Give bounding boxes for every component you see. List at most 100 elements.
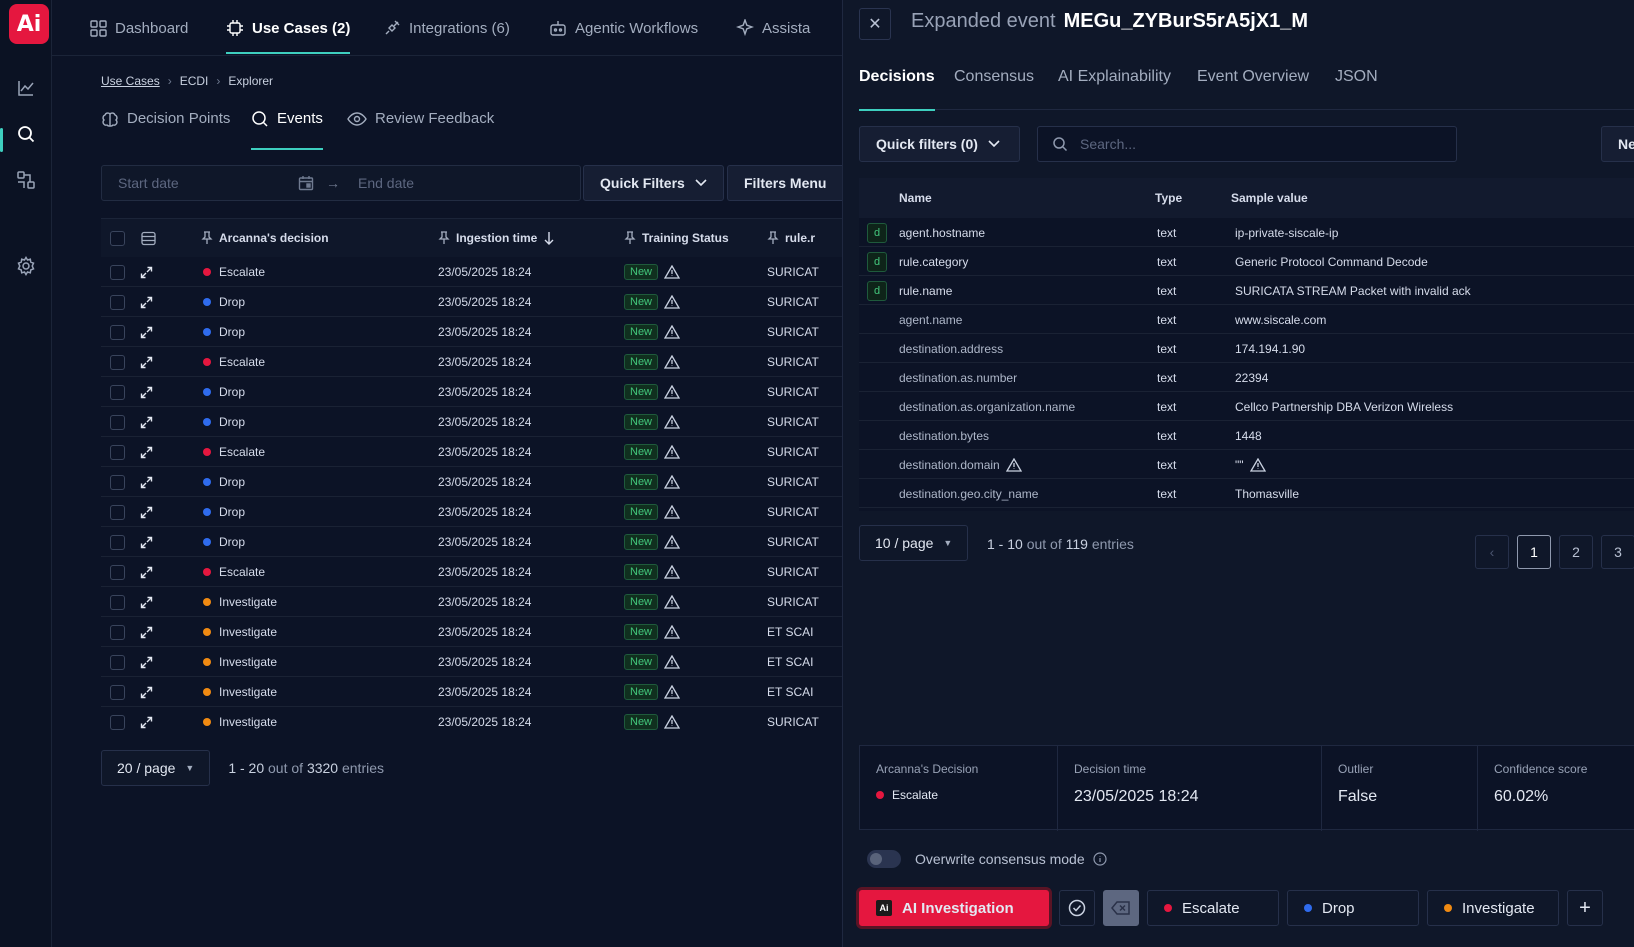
tab-json[interactable]: JSON xyxy=(1335,68,1378,85)
field-row[interactable]: destination.as.number text 22394 xyxy=(859,363,1634,392)
table-row[interactable]: Drop 23/05/2025 18:24 New SURICAT xyxy=(101,467,842,497)
decision-field-badge[interactable]: d xyxy=(867,251,887,272)
table-row[interactable]: Drop 23/05/2025 18:24 New SURICAT xyxy=(101,407,842,437)
confirm-button[interactable] xyxy=(1059,890,1095,926)
page-size-select[interactable]: 20 / page ▼ xyxy=(101,750,211,786)
clear-button[interactable] xyxy=(1103,890,1139,926)
overwrite-consensus-toggle[interactable] xyxy=(867,850,901,868)
breadcrumb-use-cases[interactable]: Use Cases xyxy=(101,74,160,88)
table-row[interactable]: Investigate 23/05/2025 18:24 New ET SCAI xyxy=(101,677,842,707)
expand-icon[interactable] xyxy=(138,377,154,407)
table-row[interactable]: Escalate 23/05/2025 18:24 New SURICAT xyxy=(101,347,842,377)
decision-field-badge[interactable]: d xyxy=(867,222,887,243)
filters-menu-button[interactable]: Filters Menu xyxy=(727,165,842,201)
calendar-icon[interactable] xyxy=(298,175,314,191)
expand-icon[interactable] xyxy=(138,587,154,617)
field-row[interactable]: d rule.name text SURICATA STREAM Packet wit… xyxy=(859,276,1634,305)
field-search-input[interactable]: Search... xyxy=(1037,126,1457,162)
pin-icon[interactable] xyxy=(201,231,213,245)
row-checkbox[interactable] xyxy=(110,414,125,430)
row-checkbox[interactable] xyxy=(110,534,125,550)
close-button[interactable]: ✕ xyxy=(859,8,891,40)
escalate-button[interactable]: Escalate xyxy=(1147,890,1279,926)
field-row[interactable]: destination.geo.city_name text Thomasville xyxy=(859,479,1634,508)
row-checkbox[interactable] xyxy=(110,714,125,730)
tab-consensus[interactable]: Consensus xyxy=(954,68,1035,85)
prev-page-button[interactable]: ‹ xyxy=(1475,535,1509,569)
expand-icon[interactable] xyxy=(138,707,154,734)
expand-icon[interactable] xyxy=(138,677,154,707)
new-button[interactable]: Ne xyxy=(1601,126,1634,162)
row-checkbox[interactable] xyxy=(110,564,125,580)
page-2-button[interactable]: 2 xyxy=(1559,535,1593,569)
expand-icon[interactable] xyxy=(138,617,154,647)
row-checkbox[interactable] xyxy=(110,444,125,460)
expand-icon[interactable] xyxy=(138,557,154,587)
nav-assistant[interactable]: Assista xyxy=(736,0,810,55)
columns-toggle-icon[interactable] xyxy=(141,219,156,257)
sort-down-icon[interactable] xyxy=(543,231,555,245)
table-row[interactable]: Escalate 23/05/2025 18:24 New SURICAT xyxy=(101,437,842,467)
table-row[interactable]: Drop 23/05/2025 18:24 New SURICAT xyxy=(101,317,842,347)
investigate-button[interactable]: Investigate xyxy=(1427,890,1559,926)
decision-field-badge[interactable]: d xyxy=(867,280,887,301)
row-checkbox[interactable] xyxy=(110,504,125,520)
table-row[interactable]: Escalate 23/05/2025 18:24 New SURICAT xyxy=(101,557,842,587)
column-decision[interactable]: Arcanna's decision xyxy=(201,219,329,257)
expand-icon[interactable] xyxy=(138,317,154,347)
column-rule[interactable]: rule.r xyxy=(767,219,815,257)
expand-icon[interactable] xyxy=(138,287,154,317)
workflow-icon[interactable] xyxy=(14,168,38,192)
table-row[interactable]: Drop 23/05/2025 18:24 New SURICAT xyxy=(101,497,842,527)
table-row[interactable]: Investigate 23/05/2025 18:24 New ET SCAI xyxy=(101,647,842,677)
expand-icon[interactable] xyxy=(138,497,154,527)
expand-icon[interactable] xyxy=(138,257,154,287)
pin-icon[interactable] xyxy=(438,231,450,245)
nav-agentic-workflows[interactable]: Agentic Workflows xyxy=(549,0,698,55)
search-icon[interactable] xyxy=(14,122,38,146)
field-row[interactable]: agent.name text www.siscale.com xyxy=(859,305,1634,334)
fields-page-size-select[interactable]: 10 / page ▼ xyxy=(859,525,969,561)
tab-decisions[interactable]: Decisions xyxy=(859,68,935,111)
quick-filters-button[interactable]: Quick Filters xyxy=(583,165,724,201)
tab-review-feedback[interactable]: Review Feedback xyxy=(347,104,494,150)
add-decision-button[interactable]: + xyxy=(1567,890,1603,926)
page-1-button[interactable]: 1 xyxy=(1517,535,1551,569)
row-checkbox[interactable] xyxy=(110,354,125,370)
row-checkbox[interactable] xyxy=(110,684,125,700)
field-row[interactable]: destination.address text 174.194.1.90 xyxy=(859,334,1634,363)
ai-investigation-button[interactable]: Ai AI Investigation xyxy=(859,890,1049,926)
row-checkbox[interactable] xyxy=(110,264,125,280)
start-date-input[interactable]: Start date xyxy=(118,175,179,191)
info-icon[interactable] xyxy=(1093,852,1107,866)
breadcrumb-ecdi[interactable]: ECDI xyxy=(179,74,209,88)
nav-use-cases[interactable]: Use Cases (2) xyxy=(226,0,351,55)
row-checkbox[interactable] xyxy=(110,384,125,400)
tab-events[interactable]: Events xyxy=(251,104,323,150)
field-row[interactable]: d agent.hostname text ip-private-siscale-ip xyxy=(859,218,1634,247)
drop-button[interactable]: Drop xyxy=(1287,890,1419,926)
table-row[interactable]: Investigate 23/05/2025 18:24 New SURICAT xyxy=(101,707,842,734)
expand-icon[interactable] xyxy=(138,647,154,677)
nav-dashboard[interactable]: Dashboard xyxy=(90,0,188,55)
date-range-picker[interactable]: Start date → End date xyxy=(101,165,581,201)
page-3-button[interactable]: 3 xyxy=(1601,535,1634,569)
row-checkbox[interactable] xyxy=(110,624,125,640)
field-row[interactable]: destination.as.organization.name text Cell… xyxy=(859,392,1634,421)
nav-integrations[interactable]: Integrations (6) xyxy=(383,0,510,55)
row-checkbox[interactable] xyxy=(110,294,125,310)
table-row[interactable]: Investigate 23/05/2025 18:24 New SURICAT xyxy=(101,587,842,617)
expand-icon[interactable] xyxy=(138,527,154,557)
end-date-input[interactable]: End date xyxy=(358,175,415,191)
expand-icon[interactable] xyxy=(138,347,154,377)
expand-icon[interactable] xyxy=(138,467,154,497)
brand-logo[interactable]: Ai xyxy=(9,4,49,44)
pin-icon[interactable] xyxy=(624,231,636,245)
tab-decision-points[interactable]: Decision Points xyxy=(101,104,230,150)
gear-icon[interactable] xyxy=(14,254,38,278)
row-checkbox[interactable] xyxy=(110,654,125,670)
tab-event-overview[interactable]: Event Overview xyxy=(1197,68,1310,85)
column-training-status[interactable]: Training Status xyxy=(624,219,729,257)
drawer-quick-filters-button[interactable]: Quick filters (0) xyxy=(859,126,1020,162)
table-row[interactable]: Escalate 23/05/2025 18:24 New SURICAT xyxy=(101,257,842,287)
